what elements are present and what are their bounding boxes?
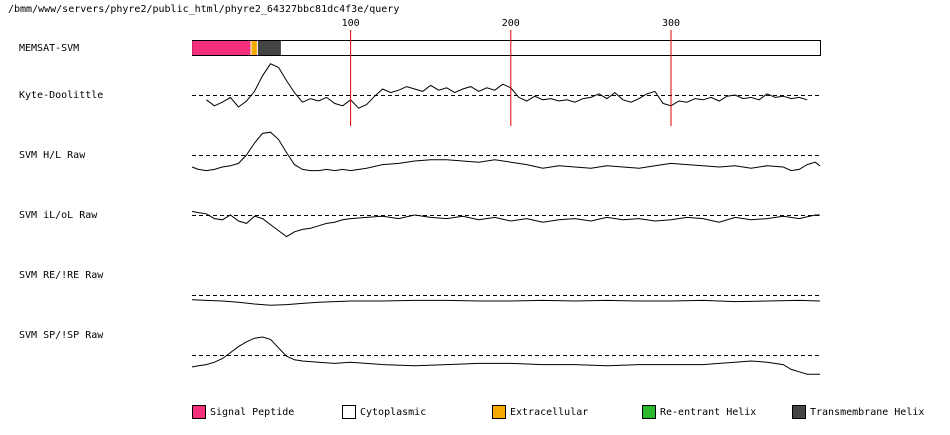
- series-line-3: [191, 299, 821, 306]
- legend-label-2: Extracellular: [510, 406, 589, 418]
- legend-swatch-1: [342, 405, 356, 419]
- legend-swatch-4: [792, 405, 806, 419]
- series-line-0: [206, 63, 808, 109]
- topology-segment-0: [192, 41, 251, 55]
- topology-segment-2: [257, 41, 281, 55]
- query-path: /bmm/www/servers/phyre2/public_html/phyr…: [8, 4, 400, 15]
- legend-item-1: Cytoplasmic: [342, 404, 426, 420]
- legend-label-3: Re-entrant Helix: [660, 406, 757, 418]
- x-tick-label-2: 300: [662, 18, 680, 29]
- series-line-4: [191, 336, 820, 375]
- series-line-1: [191, 131, 821, 172]
- legend-swatch-0: [192, 405, 206, 419]
- track-label-1: SVM H/L Raw: [19, 150, 86, 161]
- track-label-memsat-svm: MEMSAT-SVM: [19, 43, 79, 54]
- legend-label-4: Transmembrane Helix: [810, 406, 925, 418]
- legend-label-0: Signal Peptide: [210, 406, 295, 418]
- legend-item-0: Signal Peptide: [192, 404, 294, 420]
- track-label-3: SVM RE/!RE Raw: [19, 270, 104, 281]
- x-tick-label-1: 200: [502, 18, 520, 29]
- legend-label-1: Cytoplasmic: [360, 406, 427, 418]
- legend-item-2: Extracellular: [492, 404, 588, 420]
- legend-item-4: Transmembrane Helix: [792, 404, 924, 420]
- legend-swatch-2: [492, 405, 506, 419]
- topology-bar: [192, 40, 821, 56]
- x-tick-label-0: 100: [342, 18, 360, 29]
- track-label-4: SVM SP/!SP Raw: [19, 330, 104, 341]
- series-line-2: [191, 210, 820, 238]
- legend-swatch-3: [642, 405, 656, 419]
- track-label-2: SVM iL/oL Raw: [19, 210, 98, 221]
- legend-item-3: Re-entrant Helix: [642, 404, 756, 420]
- track-label-0: Kyte-Doolittle: [19, 90, 103, 101]
- topology-segment-1: [251, 41, 257, 55]
